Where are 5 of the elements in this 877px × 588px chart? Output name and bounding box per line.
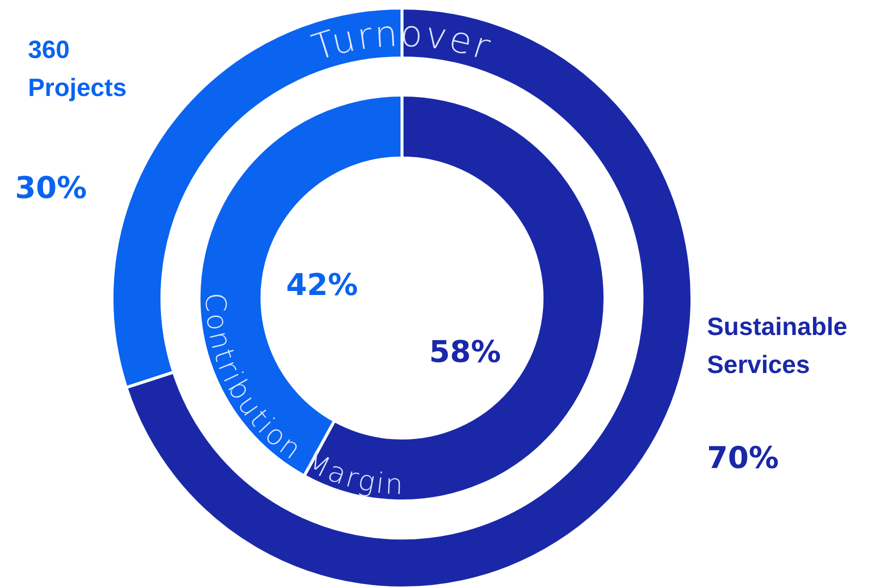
data-label: 30% (15, 171, 87, 206)
data-label: 58% (429, 335, 501, 370)
data-label: 70% (707, 441, 779, 476)
slice-label: Sustainable Services (707, 313, 848, 379)
slice-label: 360 Projects (28, 36, 127, 102)
